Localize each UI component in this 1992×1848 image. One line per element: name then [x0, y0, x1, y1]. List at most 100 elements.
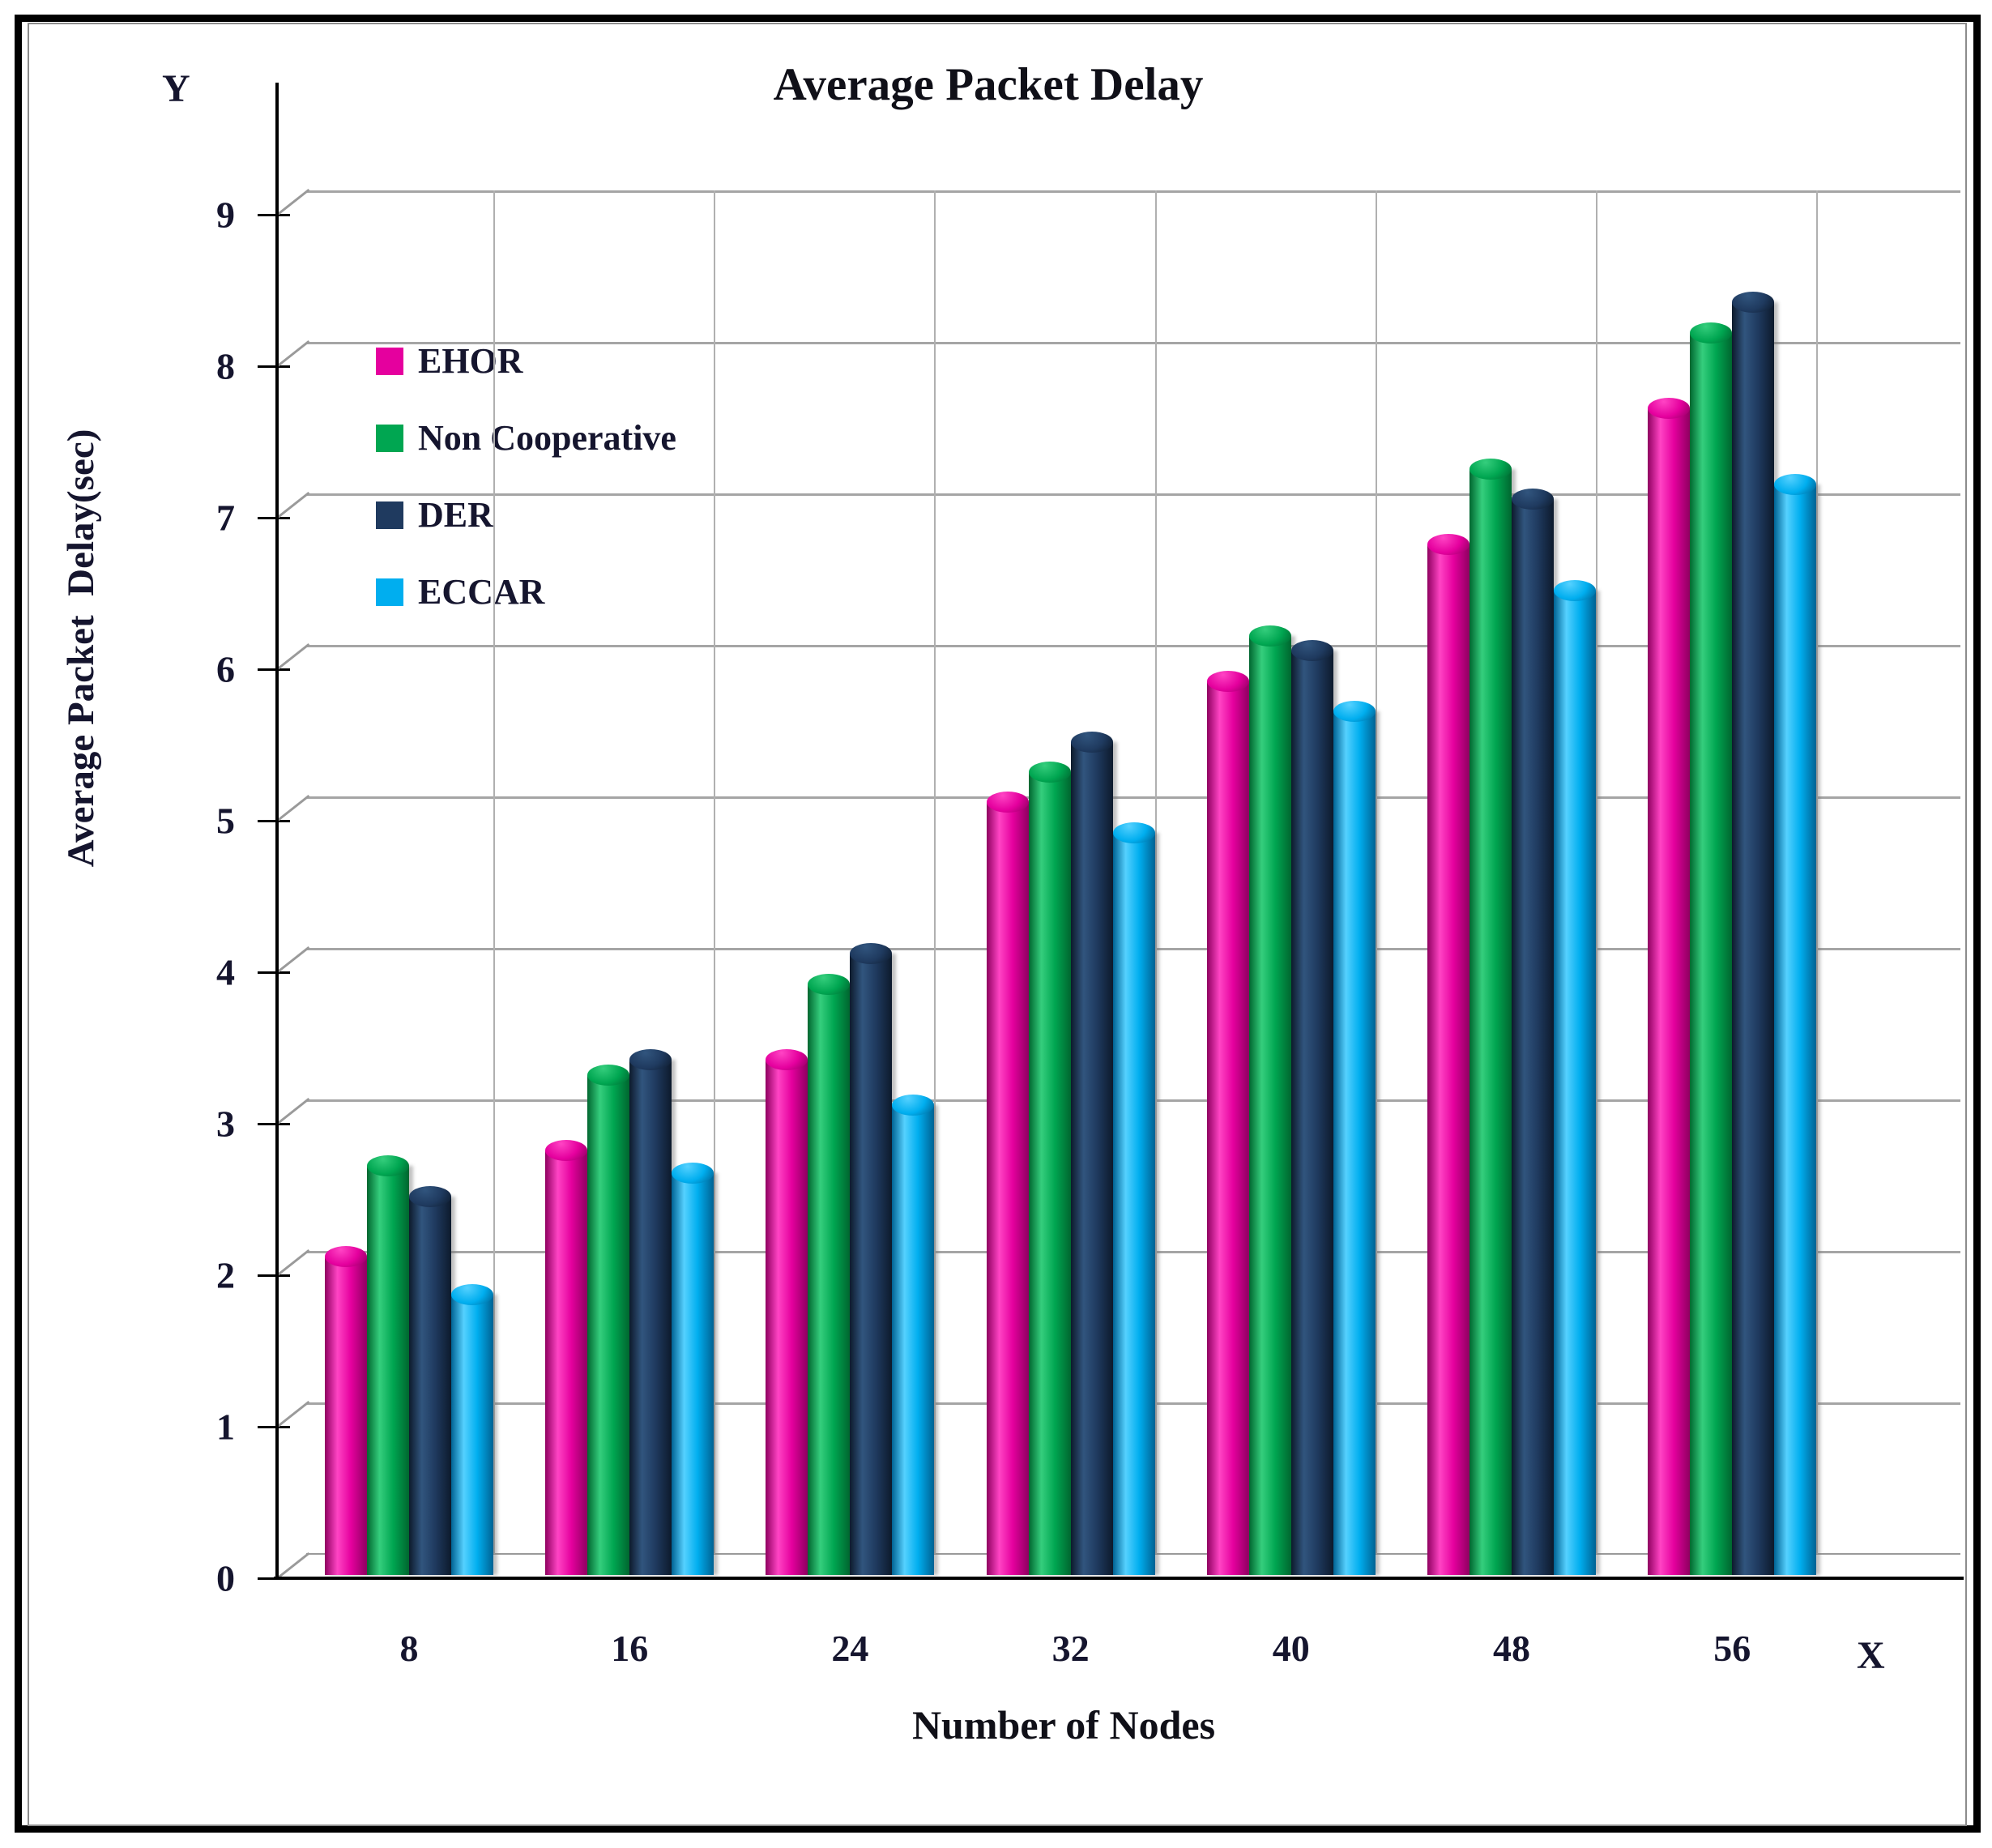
bar-top-ellipse [1554, 579, 1596, 601]
category-separator-1 [714, 190, 716, 1554]
bar-eccar-24 [892, 1095, 935, 1575]
bar-ehor-48 [1427, 534, 1469, 1575]
y-tick-1 [258, 1426, 290, 1428]
legend-label-non-cooperative: Non Cooperative [418, 418, 676, 458]
bar-top-ellipse [892, 1095, 935, 1116]
bar-body [367, 1166, 409, 1575]
bar-eccar-48 [1554, 579, 1596, 1575]
bar-ehor-40 [1206, 670, 1249, 1575]
x-tick-label-48: 48 [1493, 1628, 1530, 1669]
legend-item-ehor: EHOR [376, 335, 523, 387]
y-axis-line [275, 83, 279, 1580]
bar-body [1206, 681, 1249, 1575]
bar-der-48 [1512, 489, 1554, 1575]
bar-top-ellipse [1427, 534, 1469, 556]
bar-body [808, 984, 851, 1575]
bar-body [409, 1196, 451, 1575]
y-tick-label-0: 0 [216, 1557, 235, 1599]
x-axis-marker: X [1857, 1634, 1885, 1677]
bar-top-ellipse [1690, 322, 1733, 344]
bar-top-ellipse [766, 1049, 808, 1071]
x-tick-label-16: 16 [611, 1628, 649, 1669]
x-tick-label-40: 40 [1272, 1628, 1310, 1669]
bar-eccar-32 [1112, 822, 1155, 1575]
bar-top-ellipse [1290, 640, 1333, 662]
bar-non-cooperative-40 [1248, 625, 1291, 1575]
bar-body [1554, 590, 1596, 1575]
bar-der-8 [409, 1185, 451, 1575]
bar-body [451, 1295, 493, 1575]
bar-eccar-40 [1333, 701, 1376, 1575]
bar-top-ellipse [1070, 731, 1113, 753]
bar-top-ellipse [409, 1185, 451, 1207]
y-tick-5 [258, 820, 290, 822]
bar-ehor-16 [545, 1140, 588, 1575]
legend-swatch-der [376, 501, 403, 529]
category-separator-3 [1154, 190, 1157, 1554]
x-axis-title: Number of Nodes [911, 1702, 1216, 1748]
bar-body [672, 1173, 714, 1575]
category-separator-2 [934, 190, 936, 1554]
bar-body [1333, 711, 1376, 1575]
bar-top-ellipse [1469, 458, 1512, 480]
gridline-y-9 [306, 190, 1960, 193]
bar-body [1028, 771, 1071, 1575]
bar-body [1774, 484, 1817, 1575]
bar-top-ellipse [986, 792, 1029, 813]
bar-body [1290, 651, 1333, 1575]
bar-body [1690, 332, 1733, 1575]
legend-swatch-ehor [376, 348, 403, 375]
bar-non-cooperative-16 [587, 1064, 630, 1575]
y-tick-label-3: 3 [216, 1103, 235, 1145]
bar-body [325, 1257, 367, 1575]
inner-border-frame [28, 23, 1967, 1826]
y-tick-6 [258, 668, 290, 671]
bar-non-cooperative-24 [808, 973, 851, 1575]
x-tick-label-8: 8 [399, 1628, 419, 1669]
gridline-y-8 [306, 342, 1960, 344]
legend-swatch-eccar [376, 578, 403, 606]
bar-top-ellipse [451, 1284, 493, 1306]
bar-body [850, 954, 893, 1575]
bar-body [1648, 408, 1691, 1575]
legend-label-der: DER [418, 495, 493, 535]
y-tick-8 [258, 365, 290, 368]
bar-body [1112, 832, 1155, 1575]
bar-top-ellipse [1732, 292, 1775, 314]
y-tick-label-9: 9 [216, 194, 235, 236]
bar-ehor-56 [1648, 398, 1691, 1575]
bar-body [892, 1105, 935, 1575]
y-tick-label-1: 1 [216, 1406, 235, 1448]
x-tick-label-24: 24 [831, 1628, 869, 1669]
y-tick-2 [258, 1274, 290, 1277]
bar-top-ellipse [808, 973, 851, 995]
y-axis-title: Average Packet Delay(sec) [60, 429, 102, 868]
bar-body [986, 802, 1029, 1575]
bar-top-ellipse [1648, 398, 1691, 420]
y-tick-7 [258, 517, 290, 519]
bar-top-ellipse [545, 1140, 588, 1162]
chart-title: Average Packet Delay [773, 59, 1204, 110]
y-tick-label-2: 2 [216, 1254, 235, 1296]
bar-top-ellipse [1112, 822, 1155, 843]
bar-der-24 [850, 943, 893, 1575]
bar-body [587, 1074, 630, 1575]
x-tick-label-56: 56 [1713, 1628, 1751, 1669]
bar-top-ellipse [1333, 701, 1376, 723]
bar-eccar-56 [1774, 473, 1817, 1575]
bar-non-cooperative-8 [367, 1155, 409, 1575]
bar-body [1427, 544, 1469, 1575]
bar-body [1070, 741, 1113, 1575]
bar-der-32 [1070, 731, 1113, 1575]
bar-top-ellipse [629, 1049, 672, 1071]
bar-der-16 [629, 1049, 672, 1575]
legend-item-non-cooperative: Non Cooperative [376, 412, 676, 464]
bar-top-ellipse [367, 1155, 409, 1177]
bar-top-ellipse [587, 1064, 630, 1086]
bar-ehor-32 [986, 792, 1029, 1575]
bar-body [1248, 635, 1291, 1575]
bar-top-ellipse [850, 943, 893, 965]
bar-top-ellipse [1028, 761, 1071, 783]
bar-body [545, 1150, 588, 1575]
